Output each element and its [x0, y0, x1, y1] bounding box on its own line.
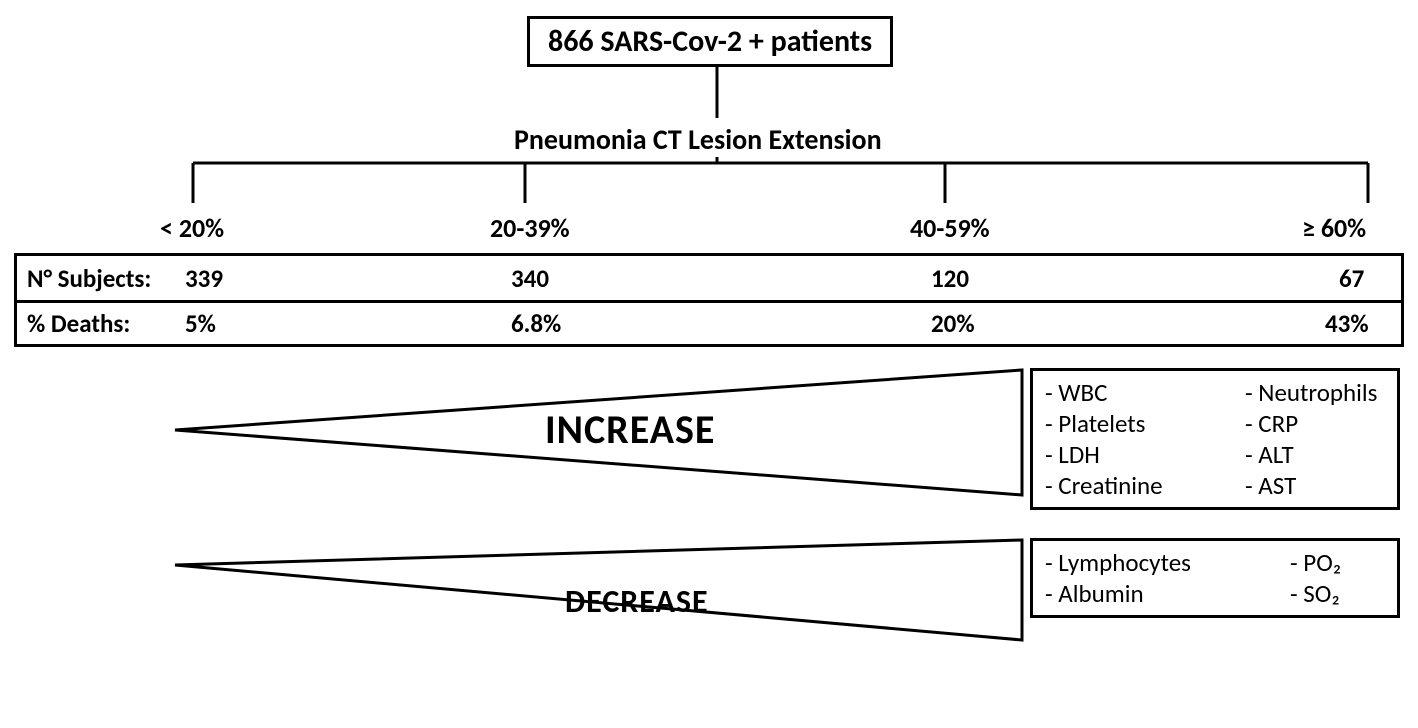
table-cell: 340 [511, 263, 549, 294]
marker-item: - ALT [1245, 439, 1385, 470]
increase-label: INCREASE [545, 405, 715, 454]
marker-item: - CRP [1245, 408, 1385, 439]
row-label: N° Subjects: [17, 263, 192, 294]
category-text: 40-59% [910, 212, 990, 244]
marker-item: - Neutrophils [1245, 377, 1385, 408]
marker-item: - SO₂ [1290, 578, 1385, 609]
marker-item: - Lymphocytes [1045, 547, 1260, 578]
table-row: % Deaths: 5% 6.8% 20% 43% [17, 300, 1401, 344]
row-label: % Deaths: [17, 308, 192, 339]
marker-item: - Albumin [1045, 578, 1260, 609]
table-cell: 43% [1325, 308, 1369, 339]
category-label-2: 40-59% [910, 212, 990, 244]
marker-item: - Platelets [1045, 408, 1215, 439]
category-text: < 20% [160, 212, 224, 244]
category-text: 20-39% [490, 212, 570, 244]
table-cell: 20% [931, 308, 975, 339]
category-text: ≥ 60% [1302, 212, 1366, 244]
table-row: N° Subjects: 339 340 120 67 [17, 256, 1401, 300]
summary-table: N° Subjects: 339 340 120 67 % Deaths: 5%… [14, 253, 1404, 347]
increase-markers-grid: - WBC - Neutrophils - Platelets - CRP - … [1045, 377, 1385, 501]
marker-item: - LDH [1045, 439, 1215, 470]
increase-markers-box: - WBC - Neutrophils - Platelets - CRP - … [1030, 368, 1400, 510]
branch-header-text: Pneumonia CT Lesion Extension [514, 122, 882, 157]
diagram-stage: 866 SARS-Cov-2 + patients Pneumonia CT L… [0, 0, 1418, 728]
category-label-0: < 20% [160, 212, 224, 244]
marker-item: - PO₂ [1290, 547, 1385, 578]
category-label-3: ≥ 60% [1302, 212, 1366, 244]
table-cell: 120 [931, 263, 969, 294]
category-label-1: 20-39% [490, 212, 570, 244]
marker-item: - AST [1245, 470, 1385, 501]
branch-header-label: Pneumonia CT Lesion Extension [510, 122, 886, 157]
marker-item: - WBC [1045, 377, 1215, 408]
marker-item: - Creatinine [1045, 470, 1215, 501]
decrease-label: DECREASE [565, 582, 709, 621]
table-cell: 339 [185, 263, 223, 294]
table-cell: 6.8% [511, 308, 561, 339]
decrease-markers-grid: - Lymphocytes - PO₂ - Albumin - SO₂ [1045, 547, 1385, 609]
decrease-markers-box: - Lymphocytes - PO₂ - Albumin - SO₂ [1030, 538, 1400, 618]
table-cell: 67 [1339, 263, 1364, 294]
table-cell: 5% [185, 308, 216, 339]
